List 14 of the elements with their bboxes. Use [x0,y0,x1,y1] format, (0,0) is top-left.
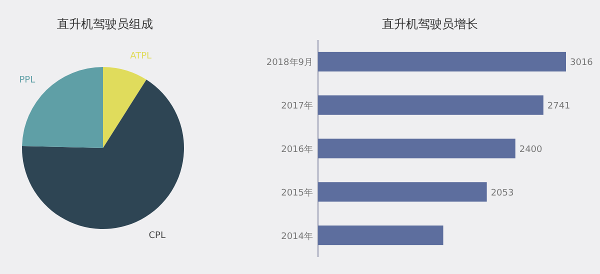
chart-title: 直升机驾驶员组成 [57,17,153,31]
y-tick-label: 2017年 [281,100,313,112]
chart-title: 直升机驾驶员增长 [382,17,478,31]
data-label: 3016 [570,58,594,68]
y-tick-label: 2015年 [281,187,313,198]
slice-label: PPL [19,75,36,86]
data-label: 2741 [547,102,570,112]
data-label: 2053 [490,188,514,198]
slice-label: ATPL [130,52,152,62]
slice-label: CPL [148,230,166,241]
y-tick-label: 2016年 [281,144,313,155]
y-tick-label: 2014年 [281,230,313,242]
y-tick-label: 2018年9月 [266,57,313,68]
data-label: 2400 [519,145,543,155]
